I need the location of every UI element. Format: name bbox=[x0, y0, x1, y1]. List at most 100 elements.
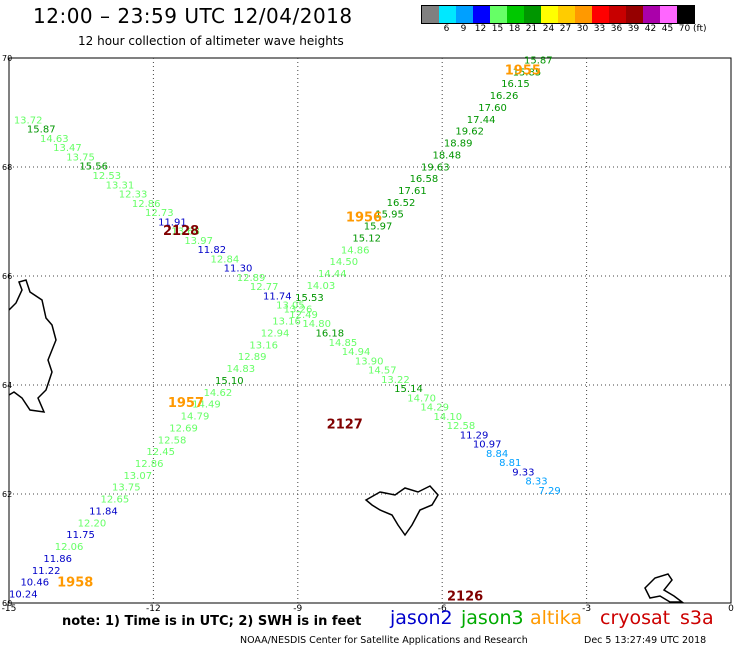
map-grid bbox=[9, 58, 731, 603]
swh-value: 10.97 bbox=[473, 440, 502, 451]
swh-value: 12.33 bbox=[119, 190, 148, 201]
swh-value: 12.53 bbox=[93, 171, 122, 182]
footer-timestamp: Dec 5 13:27:49 UTC 2018 bbox=[584, 635, 707, 646]
swh-value: 17.61 bbox=[398, 186, 427, 197]
swh-value: 11.91 bbox=[158, 217, 187, 228]
swh-value: 14.62 bbox=[204, 388, 233, 399]
swh-value: 13.16 bbox=[272, 317, 301, 328]
swh-value: 15.10 bbox=[215, 376, 244, 387]
swh-value: 12.20 bbox=[78, 518, 107, 529]
swh-value: 13.31 bbox=[106, 180, 135, 191]
swh-value: 12.69 bbox=[169, 423, 198, 434]
footer-note: note: 1) Time is in UTC; 2) SWH is in fe… bbox=[62, 614, 362, 629]
swh-value: 16.18 bbox=[315, 328, 344, 339]
swh-value: 19.62 bbox=[455, 127, 484, 138]
swh-value: 13.16 bbox=[249, 340, 278, 351]
swh-value: 12.84 bbox=[211, 254, 240, 265]
scale-label: 45 bbox=[661, 24, 674, 34]
swh-value: 14.63 bbox=[40, 134, 69, 145]
swh-value: 8.84 bbox=[486, 449, 508, 460]
swh-value: 8.81 bbox=[499, 458, 521, 469]
pass-label: 2128 bbox=[163, 224, 199, 239]
lon-tick-label: -3 bbox=[582, 604, 591, 614]
lon-tick-label: -6 bbox=[438, 604, 447, 614]
swh-value: 13.75 bbox=[66, 152, 95, 163]
scale-swatch bbox=[609, 6, 626, 23]
lon-tick-label: -12 bbox=[146, 604, 161, 614]
swh-value: 12.86 bbox=[132, 199, 161, 210]
swh-value: 12.89 bbox=[238, 352, 267, 363]
shetland-coast bbox=[644, 573, 685, 603]
swh-value: 11.82 bbox=[197, 245, 226, 256]
legend-jason3: jason3 bbox=[461, 607, 524, 629]
lat-tick-label: 70 bbox=[2, 54, 12, 63]
map-frame bbox=[8, 57, 732, 604]
lon-tick-label: -9 bbox=[293, 604, 302, 614]
swh-value: 18.89 bbox=[444, 139, 473, 150]
scale-swatch bbox=[422, 6, 439, 23]
satellite-tracks: 13.7215.8714.6313.4713.7515.5612.5313.31… bbox=[9, 55, 561, 600]
swh-value: 11.86 bbox=[43, 554, 72, 565]
pass-label: 1955 bbox=[505, 63, 541, 78]
lat-tick-label: 66 bbox=[2, 272, 12, 281]
swh-value: 13.07 bbox=[123, 471, 152, 482]
lon-tick-label: 0 bbox=[728, 604, 734, 614]
pass-label: 2127 bbox=[327, 418, 363, 433]
scale-unit: (ft) bbox=[693, 24, 707, 34]
swh-value: 13.68 bbox=[171, 227, 200, 238]
swh-value: 16.15 bbox=[501, 79, 530, 90]
swh-value: 11.74 bbox=[263, 291, 292, 302]
scale-swatch bbox=[473, 6, 490, 23]
scale-label: 9 bbox=[460, 24, 467, 34]
swh-value: 14.83 bbox=[226, 364, 255, 375]
scale-swatch bbox=[592, 6, 609, 23]
lat-tick-label: 64 bbox=[2, 381, 12, 390]
swh-value: 10.24 bbox=[9, 590, 38, 601]
swh-value: 14.50 bbox=[329, 257, 358, 268]
swh-value: 14.10 bbox=[434, 412, 463, 423]
swh-value: 14.70 bbox=[407, 393, 436, 404]
scale-label: 24 bbox=[542, 24, 555, 34]
scale-label: 15 bbox=[491, 24, 504, 34]
swh-value: 18.48 bbox=[432, 150, 461, 161]
swh-value: 12.86 bbox=[135, 459, 164, 470]
swh-value: 12.77 bbox=[250, 282, 279, 293]
lon-tick-label: -15 bbox=[2, 604, 17, 614]
swh-value: 12.65 bbox=[101, 495, 130, 506]
scale-label: 30 bbox=[576, 24, 589, 34]
legend-cryosat: cryosat bbox=[600, 607, 671, 629]
page-subtitle: 12 hour collection of altimeter wave hei… bbox=[78, 34, 344, 48]
swh-value: 8.33 bbox=[525, 477, 547, 488]
swh-value: 14.44 bbox=[318, 269, 347, 280]
swh-value: 14.03 bbox=[307, 281, 336, 292]
swh-value: 12.89 bbox=[237, 273, 266, 284]
track-labels: 2128 2127 2126 1955 1956 1957 1958 bbox=[57, 63, 541, 604]
swh-value: 11.84 bbox=[89, 506, 118, 517]
swh-value: 13.26 bbox=[284, 305, 313, 316]
swh-value: 12.73 bbox=[145, 208, 174, 219]
swh-value: 7.29 bbox=[538, 486, 560, 497]
legend-jason2: jason2 bbox=[390, 607, 453, 629]
scale-swatch bbox=[456, 6, 473, 23]
swh-value: 12.06 bbox=[55, 542, 84, 553]
swh-value: 14.49 bbox=[192, 400, 221, 411]
scale-swatch bbox=[626, 6, 643, 23]
swh-value: 13.90 bbox=[355, 356, 384, 367]
swh-value: 12.49 bbox=[289, 310, 318, 321]
swh-value: 13.97 bbox=[184, 236, 213, 247]
swh-value: 14.80 bbox=[302, 319, 331, 330]
faroe-coast bbox=[364, 485, 439, 537]
scale-label: 6 bbox=[443, 24, 450, 34]
swh-value: 15.87 bbox=[524, 55, 553, 66]
scale-swatch bbox=[643, 6, 660, 23]
lat-tick-label: 60 bbox=[2, 599, 12, 608]
swh-value: 13.05 bbox=[276, 301, 305, 312]
swh-value: 15.53 bbox=[295, 293, 324, 304]
swh-value: 15.85 bbox=[513, 67, 542, 78]
legend-s3a: s3a bbox=[680, 607, 714, 629]
swh-value: 15.97 bbox=[364, 222, 393, 233]
swh-value: 11.29 bbox=[460, 430, 489, 441]
pass-label: 2126 bbox=[447, 589, 483, 604]
scale-swatch bbox=[660, 6, 677, 23]
scale-swatch bbox=[541, 6, 558, 23]
